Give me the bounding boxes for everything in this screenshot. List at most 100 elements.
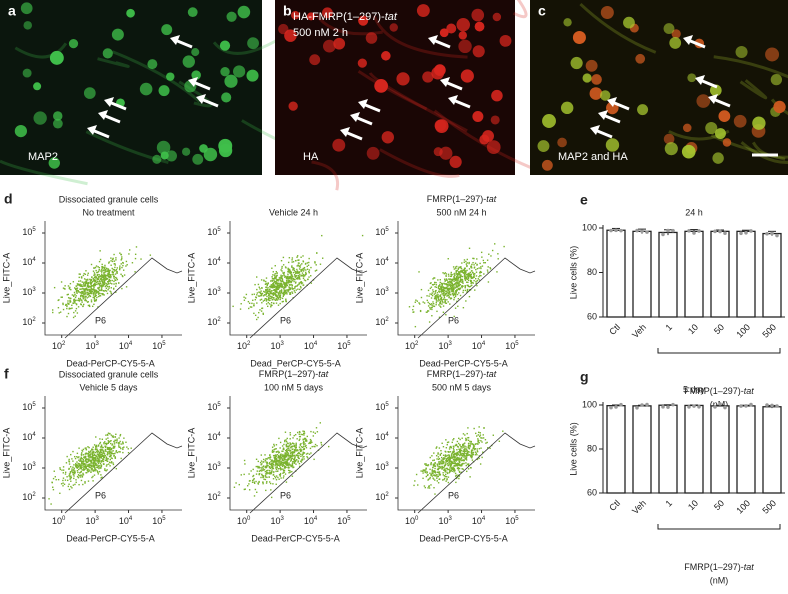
tick-exp: 2 (217, 492, 221, 498)
event-dot (483, 427, 484, 428)
event-dot (290, 270, 291, 271)
event-dot (448, 295, 449, 296)
event-dot (112, 453, 113, 454)
event-dot (487, 266, 488, 267)
event-dot (314, 446, 315, 447)
event-dot (321, 444, 322, 445)
event-dot (257, 466, 258, 467)
event-dot (480, 266, 481, 267)
event-dot (479, 263, 480, 264)
event-dot (478, 426, 479, 427)
event-dot (254, 294, 255, 295)
event-dot (274, 286, 275, 287)
event-dot (476, 448, 477, 449)
event-dot (315, 270, 316, 271)
event-dot (101, 456, 102, 457)
event-dot (458, 453, 459, 454)
event-dot (465, 280, 466, 281)
event-dot (436, 458, 437, 459)
event-dot (437, 300, 438, 301)
event-dot (265, 467, 266, 468)
event-dot (150, 254, 151, 255)
event-dot (94, 298, 95, 299)
event-dot (441, 453, 442, 454)
tick-exp: 2 (32, 492, 36, 498)
event-dot (97, 274, 98, 275)
event-dot (94, 300, 95, 301)
event-dot (263, 300, 264, 301)
event-dot (78, 281, 79, 282)
event-dot (471, 453, 472, 454)
event-dot (116, 438, 117, 439)
event-dot (109, 280, 110, 281)
event-dot (270, 472, 271, 473)
event-dot (315, 264, 316, 265)
tick-base: 10 (207, 462, 217, 472)
event-dot (455, 456, 456, 457)
event-dot (448, 482, 449, 483)
event-dot (99, 250, 100, 251)
event-dot (485, 262, 486, 263)
event-dot (295, 282, 296, 283)
event-dot (271, 284, 272, 285)
event-dot (432, 460, 433, 461)
event-dot (77, 312, 78, 313)
event-dot (239, 484, 240, 485)
event-dot (102, 270, 103, 271)
event-dot (264, 469, 265, 470)
event-dot (265, 475, 266, 476)
event-dot (293, 268, 294, 269)
event-dot (298, 455, 299, 456)
event-dot (448, 441, 449, 442)
x-tick-label: 104 (472, 516, 486, 527)
event-dot (260, 299, 261, 300)
event-dot (462, 281, 463, 282)
tick-base: 10 (375, 227, 385, 237)
event-dot (286, 280, 287, 281)
event-dot (93, 267, 94, 268)
event-dot (461, 287, 462, 288)
event-dot (471, 457, 472, 458)
event-dot (266, 463, 267, 464)
event-dot (297, 264, 298, 265)
event-dot (483, 262, 484, 263)
event-dot (83, 454, 84, 455)
event-dot (79, 468, 80, 469)
event-dot (295, 447, 296, 448)
event-dot (275, 463, 276, 464)
event-dot (437, 279, 438, 280)
replicate-dot (775, 234, 779, 238)
event-dot (104, 282, 105, 283)
event-dot (80, 475, 81, 476)
tick-base: 10 (207, 287, 217, 297)
event-dot (447, 284, 448, 285)
event-dot (244, 300, 245, 301)
event-dot (96, 446, 97, 447)
event-dot (457, 465, 458, 466)
event-dot (106, 290, 107, 291)
event-dot (304, 275, 305, 276)
event-dot (413, 306, 414, 307)
event-dot (454, 274, 455, 275)
event-dot (277, 299, 278, 300)
event-dot (450, 458, 451, 459)
event-dot (101, 465, 102, 466)
event-dot (292, 293, 293, 294)
tick-exp: 3 (95, 341, 99, 347)
event-dot (52, 312, 53, 313)
event-dot (479, 272, 480, 273)
event-dot (129, 249, 130, 250)
event-dot (118, 282, 119, 283)
event-dot (289, 284, 290, 285)
event-dot (464, 262, 465, 263)
event-dot (476, 272, 477, 273)
event-dot (292, 458, 293, 459)
event-dot (448, 463, 449, 464)
event-dot (91, 264, 92, 265)
event-dot (430, 464, 431, 465)
event-dot (285, 301, 286, 302)
event-dot (261, 287, 262, 288)
event-dot (282, 462, 283, 463)
replicate-dot (739, 404, 743, 408)
event-dot (108, 271, 109, 272)
